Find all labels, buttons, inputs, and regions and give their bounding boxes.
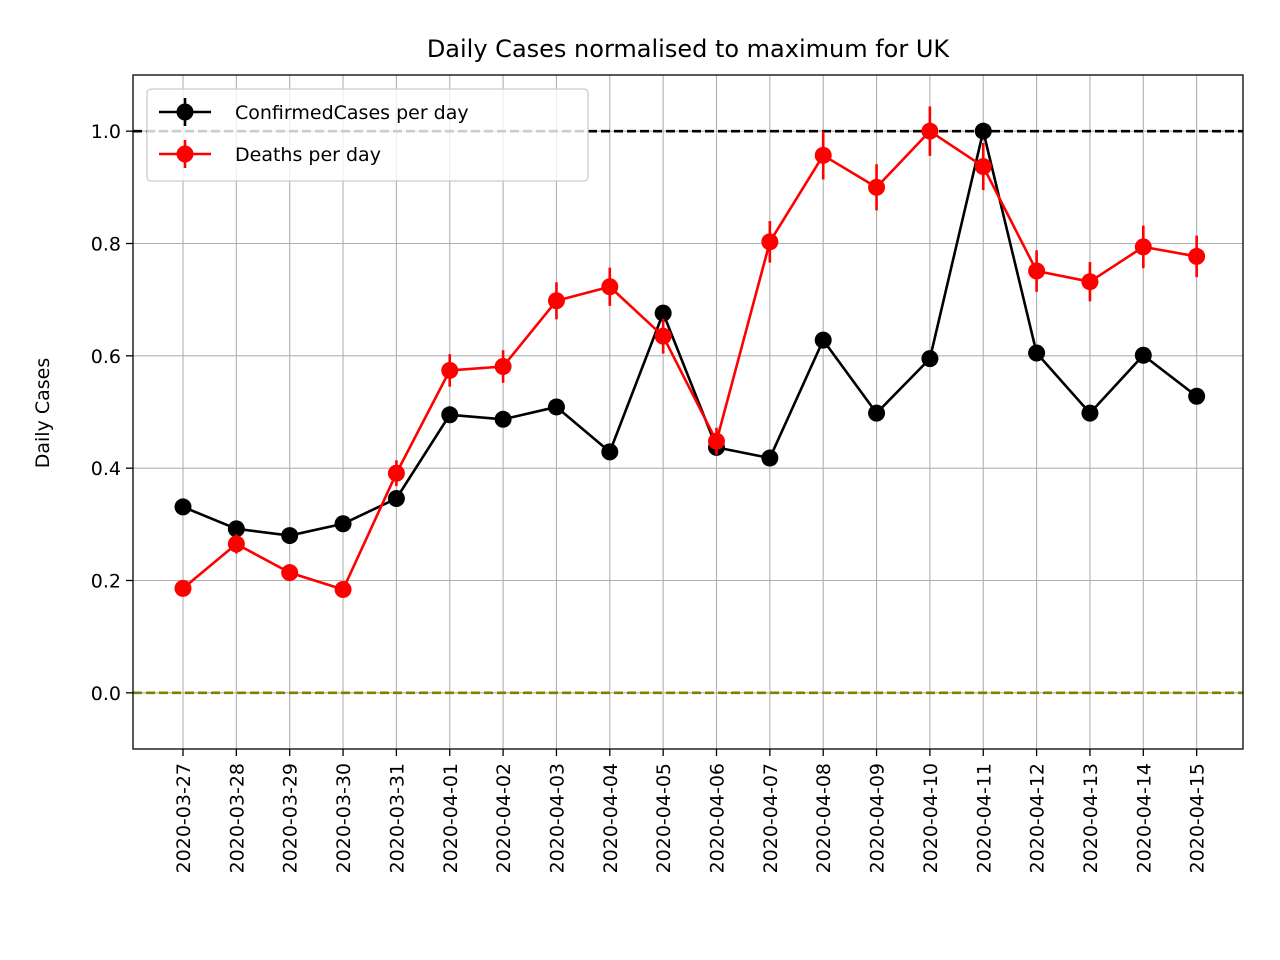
data-point (601, 443, 619, 461)
data-point (387, 489, 405, 507)
data-point (814, 146, 832, 164)
data-point (227, 535, 245, 553)
x-tick-label: 2020-04-15 (1187, 763, 1209, 873)
data-point (334, 580, 352, 598)
data-point (601, 278, 619, 296)
x-tick-label: 2020-04-06 (707, 763, 729, 873)
data-point (334, 515, 352, 533)
axes: 2020-03-27 2020-03-28 2020-03-29 2020-03-30… (91, 121, 1209, 873)
data-point (868, 404, 886, 422)
x-tick-label: 2020-04-09 (867, 763, 889, 873)
data-point (1081, 273, 1099, 291)
legend-marker (176, 103, 194, 121)
x-tick-label: 2020-04-02 (493, 763, 515, 873)
x-tick-label: 2020-04-14 (1133, 763, 1155, 873)
series-layer (174, 106, 1206, 598)
data-point (174, 579, 192, 597)
x-tick-label: 2020-03-27 (173, 763, 195, 873)
series-line (182, 129, 1198, 537)
plot-frame (132, 74, 1244, 750)
x-tick-label: 2020-04-10 (920, 763, 942, 873)
x-tick-label: 2020-04-08 (813, 763, 835, 873)
data-point (281, 564, 299, 582)
data-point (281, 527, 299, 545)
y-tick-label: 0.6 (91, 346, 121, 368)
data-point (1134, 346, 1152, 364)
y-axis-label: Daily Cases (32, 358, 54, 469)
x-tick-label: 2020-04-13 (1080, 763, 1102, 873)
data-point (441, 361, 459, 379)
data-point (921, 350, 939, 368)
x-tick-label: 2020-03-28 (226, 763, 248, 873)
legend-label: ConfirmedCases per day (235, 102, 469, 124)
chart-title: Daily Cases normalised to maximum for UK (427, 35, 951, 63)
series-line (182, 129, 1197, 591)
data-point (708, 432, 725, 450)
data-point (387, 464, 405, 482)
data-point (494, 358, 512, 376)
data-point (494, 410, 512, 428)
data-point (868, 178, 886, 196)
data-point (547, 292, 565, 310)
data-point (547, 398, 565, 416)
data-point (761, 449, 779, 467)
data-point (441, 406, 459, 424)
data-point (654, 304, 672, 322)
x-tick-label: 2020-03-31 (386, 763, 408, 873)
x-tick-label: 2020-03-30 (333, 763, 355, 873)
y-tick-label: 0.8 (91, 234, 121, 256)
data-point (1081, 404, 1099, 422)
y-tick-label: 0.0 (91, 683, 121, 705)
data-point (974, 158, 992, 176)
y-tick-label: 0.4 (91, 458, 121, 480)
legend-box (146, 88, 589, 182)
legend: ConfirmedCases per day Deaths per day (146, 88, 589, 182)
data-point (1028, 262, 1046, 280)
data-point (174, 498, 192, 516)
data-point (921, 122, 939, 140)
legend-marker (176, 145, 194, 163)
x-tick-label: 2020-04-12 (1027, 763, 1049, 873)
data-point (1028, 344, 1046, 362)
series-2 (174, 106, 1206, 598)
data-point (814, 331, 832, 349)
x-tick-label: 2020-04-04 (600, 763, 622, 873)
data-point (974, 122, 992, 140)
y-tick-label: 0.2 (91, 571, 121, 593)
x-tick-label: 2020-03-29 (280, 763, 302, 873)
data-point (1188, 387, 1206, 405)
data-point (1134, 238, 1152, 256)
data-point (227, 520, 245, 538)
x-tick-label: 2020-04-11 (973, 763, 995, 873)
data-point (761, 233, 779, 251)
legend-label: Deaths per day (235, 144, 381, 166)
x-tick-label: 2020-04-01 (440, 763, 462, 873)
x-tick-label: 2020-04-05 (653, 763, 675, 873)
x-tick-label: 2020-04-03 (546, 763, 568, 873)
y-tick-label: 1.0 (91, 121, 121, 143)
x-tick-label: 2020-04-07 (760, 763, 782, 873)
data-point (654, 327, 672, 345)
data-point (1188, 247, 1206, 265)
